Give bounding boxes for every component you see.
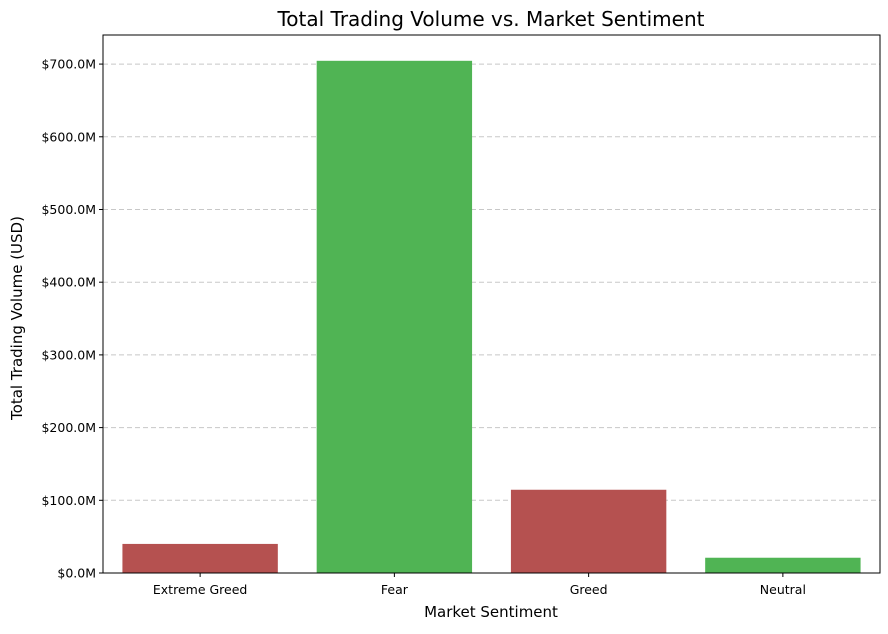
bar-neutral — [705, 558, 860, 573]
x-axis-ticks: Extreme Greed Fear Greed Neutral — [153, 573, 806, 597]
x-tick-label: Fear — [381, 582, 409, 597]
bars — [122, 61, 860, 573]
gridlines — [103, 64, 880, 500]
y-axis-ticks: $0.0M $100.0M $200.0M $300.0M $400.0M $500.0M… — [41, 57, 103, 581]
y-tick-label: $200.0M — [41, 420, 96, 435]
axes-frame — [103, 35, 880, 573]
chart-title: Total Trading Volume vs. Market Sentimen… — [276, 7, 704, 31]
bar-extreme-greed — [122, 544, 277, 573]
y-tick-label: $0.0M — [57, 566, 96, 581]
y-tick-label: $300.0M — [41, 347, 96, 362]
y-tick-label: $400.0M — [41, 275, 96, 290]
x-tick-label: Extreme Greed — [153, 582, 247, 597]
x-tick-label: Neutral — [760, 582, 806, 597]
x-axis-label: Market Sentiment — [424, 603, 558, 621]
y-tick-label: $100.0M — [41, 493, 96, 508]
x-tick-label: Greed — [570, 582, 608, 597]
bar-greed — [511, 490, 666, 573]
y-tick-label: $600.0M — [41, 129, 96, 144]
bar-fear — [317, 61, 472, 573]
plot-frame — [103, 35, 880, 573]
y-axis-label: Total Trading Volume (USD) — [8, 216, 26, 421]
y-tick-label: $700.0M — [41, 57, 96, 72]
y-tick-label: $500.0M — [41, 202, 96, 217]
